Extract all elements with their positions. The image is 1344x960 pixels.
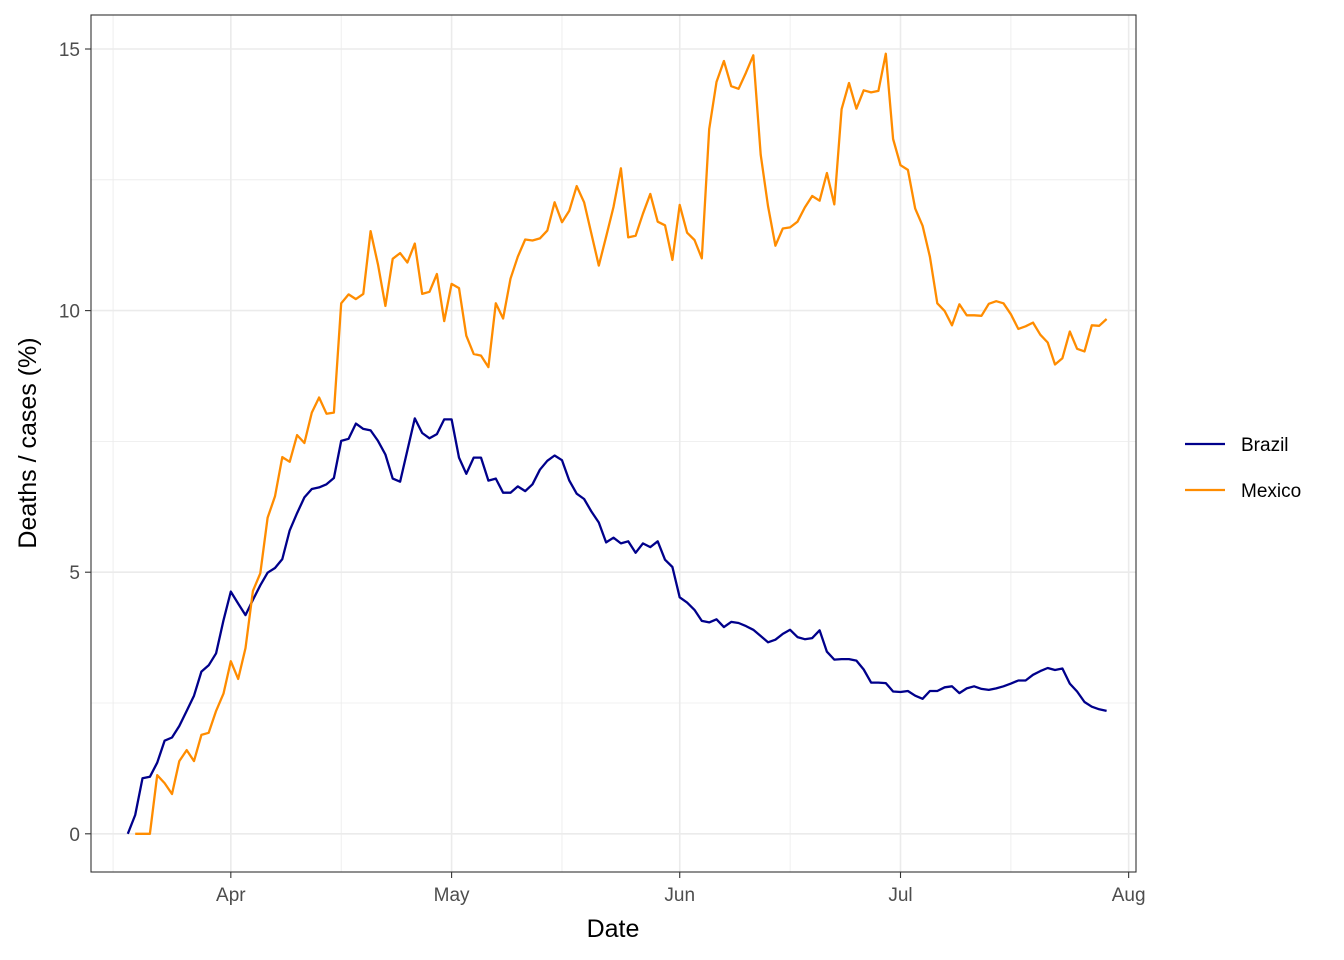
panel-border bbox=[90, 14, 1137, 873]
minor-gridlines bbox=[91, 15, 1136, 872]
x-tick-label: Jun bbox=[664, 885, 695, 906]
series-line-mexico bbox=[135, 52, 1108, 835]
series-lines bbox=[126, 52, 1108, 835]
x-tick-label: Apr bbox=[216, 885, 246, 906]
major-gridlines bbox=[91, 15, 1136, 872]
legend: Brazil Mexico bbox=[1185, 435, 1301, 502]
x-axis: Apr May Jun Jul Aug bbox=[216, 872, 1146, 906]
y-tick-label: 0 bbox=[69, 825, 80, 846]
series-line-brazil bbox=[126, 417, 1107, 835]
y-tick-label: 10 bbox=[59, 302, 80, 323]
x-tick-label: May bbox=[434, 885, 470, 906]
legend-label: Mexico bbox=[1241, 481, 1301, 502]
y-axis: 0 5 10 15 bbox=[59, 40, 91, 846]
legend-label: Brazil bbox=[1241, 435, 1289, 456]
x-tick-label: Aug bbox=[1112, 885, 1146, 906]
y-tick-label: 15 bbox=[59, 40, 80, 61]
legend-item-mexico: Mexico bbox=[1185, 481, 1301, 502]
panel-background bbox=[91, 15, 1136, 872]
y-tick-label: 5 bbox=[69, 563, 80, 584]
y-axis-title: Deaths / cases (%) bbox=[14, 337, 42, 548]
x-axis-title: Date bbox=[587, 915, 640, 943]
legend-item-brazil: Brazil bbox=[1185, 435, 1289, 456]
x-tick-label: Jul bbox=[888, 885, 912, 906]
